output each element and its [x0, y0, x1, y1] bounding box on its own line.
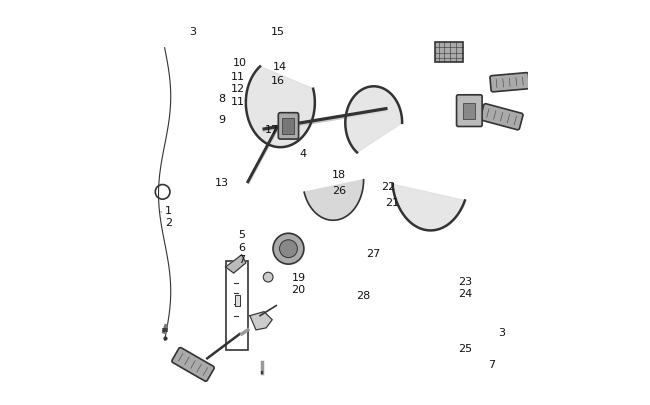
- Text: 25: 25: [458, 343, 472, 353]
- Text: 13: 13: [214, 177, 228, 187]
- Text: 20: 20: [292, 285, 306, 294]
- Polygon shape: [304, 180, 363, 221]
- Text: 11: 11: [231, 72, 244, 82]
- Text: 7: 7: [488, 360, 495, 369]
- Text: 7: 7: [238, 254, 245, 264]
- Text: 8: 8: [218, 94, 225, 104]
- Text: 1: 1: [165, 206, 172, 215]
- Text: 6: 6: [239, 242, 245, 252]
- FancyBboxPatch shape: [490, 73, 530, 93]
- Text: 2: 2: [165, 218, 172, 228]
- FancyBboxPatch shape: [456, 96, 482, 127]
- Polygon shape: [393, 185, 465, 231]
- Text: 10: 10: [233, 58, 247, 68]
- Text: 14: 14: [273, 62, 287, 72]
- Circle shape: [273, 234, 304, 264]
- Text: 5: 5: [239, 230, 245, 240]
- Circle shape: [280, 240, 298, 258]
- Bar: [226, 261, 248, 350]
- Text: 26: 26: [332, 185, 346, 195]
- Polygon shape: [246, 67, 315, 148]
- Text: 11: 11: [231, 96, 244, 106]
- Text: 3: 3: [190, 28, 196, 37]
- Text: 12: 12: [231, 84, 245, 94]
- Text: 9: 9: [218, 115, 225, 124]
- Text: 21: 21: [385, 198, 399, 207]
- Text: 18: 18: [332, 169, 346, 179]
- FancyBboxPatch shape: [278, 113, 298, 140]
- FancyBboxPatch shape: [480, 104, 523, 130]
- Polygon shape: [345, 87, 402, 153]
- Polygon shape: [250, 312, 272, 330]
- Text: 23: 23: [458, 277, 472, 286]
- Text: 24: 24: [458, 289, 472, 298]
- Bar: [282, 119, 294, 134]
- Text: 19: 19: [292, 273, 306, 282]
- Circle shape: [263, 273, 273, 282]
- Text: 3: 3: [498, 327, 505, 337]
- Text: 22: 22: [381, 181, 395, 191]
- Text: 16: 16: [271, 76, 285, 86]
- Bar: [435, 43, 463, 63]
- Text: 4: 4: [299, 149, 306, 159]
- Text: 17: 17: [265, 125, 280, 134]
- Text: 28: 28: [356, 291, 370, 301]
- Bar: [463, 103, 475, 119]
- FancyBboxPatch shape: [172, 347, 214, 382]
- Bar: [235, 296, 240, 306]
- Polygon shape: [226, 255, 246, 273]
- Text: 27: 27: [367, 248, 381, 258]
- Text: 15: 15: [271, 28, 285, 37]
